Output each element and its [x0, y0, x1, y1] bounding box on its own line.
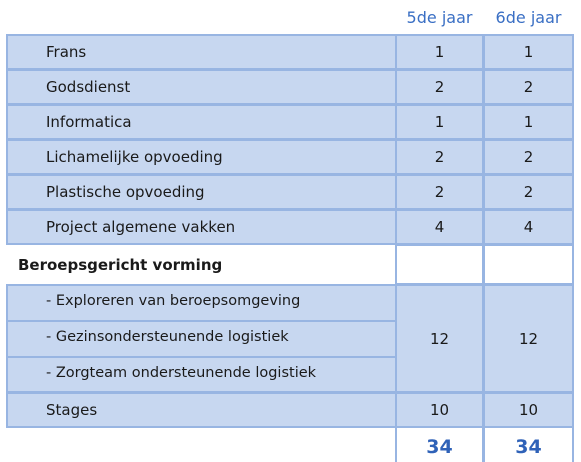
divider: [6, 356, 397, 358]
row-label: Plastische opvoeding: [6, 174, 397, 210]
row-value: 4: [483, 209, 574, 245]
row-value: 1: [483, 104, 574, 140]
section-value: 12: [483, 284, 574, 393]
empty-cell: [395, 244, 484, 285]
row-value: 2: [395, 139, 484, 175]
row-value: 1: [395, 104, 484, 140]
row-value: 1: [483, 34, 574, 70]
total-value: 34: [515, 436, 542, 458]
row-value: 2: [395, 69, 484, 105]
row-value: 2: [483, 139, 574, 175]
row-value: 1: [395, 34, 484, 70]
row-label: Lichamelijke opvoeding: [6, 139, 397, 175]
row-label: Informatica: [6, 104, 397, 140]
section-title: Beroepsgericht vorming: [18, 255, 223, 274]
divider: [6, 320, 397, 322]
total-value: 34: [426, 436, 453, 458]
row-value: 2: [395, 174, 484, 210]
row-value: 10: [483, 392, 574, 428]
section-item: - Gezinsondersteunende logistiek: [46, 329, 289, 345]
row-value: 2: [483, 69, 574, 105]
row-value: 4: [395, 209, 484, 245]
row-value: 2: [483, 174, 574, 210]
row-label: Project algemene vakken: [6, 209, 397, 245]
column-header: 5de jaar: [406, 8, 473, 27]
column-header: 6de jaar: [495, 8, 562, 27]
empty-cell: [483, 244, 574, 285]
row-label: Stages: [6, 392, 397, 428]
row-label: Godsdienst: [6, 69, 397, 105]
total-border: [483, 427, 574, 462]
section-box: [6, 284, 397, 393]
row-label: Frans: [6, 34, 397, 70]
section-item: - Zorgteam ondersteunende logistiek: [46, 365, 317, 381]
section-value: 12: [395, 284, 484, 393]
section-item: - Exploreren van beroepsomgeving: [46, 293, 301, 309]
row-value: 10: [395, 392, 484, 428]
